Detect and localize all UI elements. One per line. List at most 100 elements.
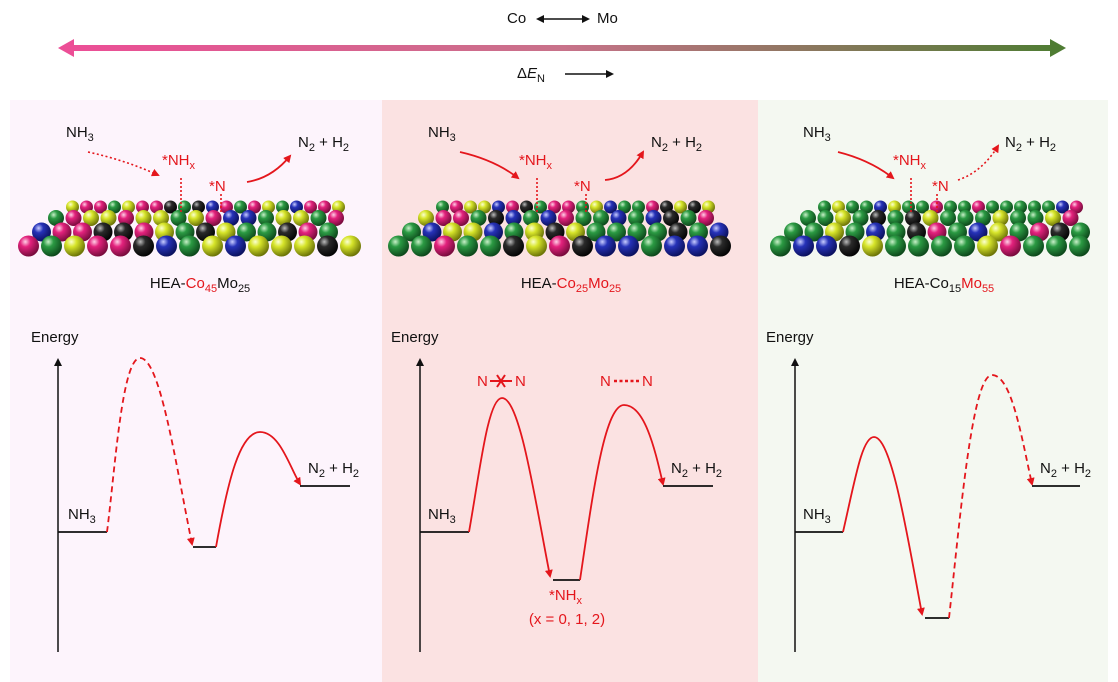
atom-green <box>593 210 609 226</box>
atom-magenta <box>304 200 317 214</box>
atom-magenta <box>110 235 131 257</box>
atom-green <box>958 200 971 214</box>
atom-blue <box>816 235 837 257</box>
atom-yellow <box>135 210 152 226</box>
atom-yellow <box>418 210 434 226</box>
nh3-level-label-1: NH3 <box>68 506 96 526</box>
atom-green <box>402 222 421 242</box>
atom-magenta <box>548 200 561 214</box>
delta-e-n-label: ΔEN <box>517 65 545 85</box>
delta-sub: N <box>537 73 545 85</box>
x-values-note: (x = 0, 1, 2) <box>528 611 606 628</box>
atom-green <box>523 210 539 226</box>
atom-magenta <box>453 210 469 226</box>
atom-yellow <box>1045 210 1061 226</box>
atom-magenta <box>136 200 149 214</box>
atom-green <box>436 200 449 214</box>
atom-magenta <box>1070 200 1083 214</box>
atom-blue <box>595 235 616 257</box>
atom-blue <box>604 200 617 214</box>
atom-green <box>800 210 816 226</box>
atom-blue <box>156 235 177 257</box>
nhx-label-1: *NHx <box>162 152 196 172</box>
atom-green <box>887 210 904 226</box>
atom-yellow <box>248 235 269 257</box>
panel-bg-co25mo25 <box>382 100 758 682</box>
atom-yellow <box>202 235 223 257</box>
atom-blue <box>645 210 662 226</box>
atom-green <box>388 235 409 257</box>
atom-green <box>975 210 991 226</box>
atom-magenta <box>205 210 222 226</box>
atom-blue <box>240 210 257 226</box>
atom-green <box>258 210 274 226</box>
atom-magenta <box>118 210 134 226</box>
atom-black <box>710 235 731 257</box>
atom-green <box>575 210 592 226</box>
atom-yellow <box>340 235 361 257</box>
barrier-3a <box>842 436 925 616</box>
atom-magenta <box>506 200 519 214</box>
n2-h2-level-label-3: N2 + H2 <box>1040 460 1092 480</box>
n-ads-label-1: *N <box>209 178 226 195</box>
barrier-1b <box>215 431 302 548</box>
atom-green <box>641 235 662 257</box>
nh3-adsorption-arrow-1 <box>87 151 160 177</box>
atom-green <box>860 200 873 214</box>
atom-green <box>770 235 791 257</box>
atom-green <box>170 210 187 226</box>
atom-black <box>839 235 860 257</box>
atom-blue <box>1056 200 1069 214</box>
atom-green <box>237 222 256 242</box>
atom-yellow <box>153 210 169 226</box>
atom-green <box>940 210 956 226</box>
hea-surface-co25mo25 <box>388 200 731 257</box>
atom-magenta <box>434 235 455 257</box>
atom-yellow <box>464 200 477 214</box>
n2-desorption-arrow-1 <box>246 154 292 183</box>
atom-magenta <box>318 200 331 214</box>
energy-diagram-co45mo25 <box>54 357 350 652</box>
atom-green <box>954 235 975 257</box>
atom-green <box>618 200 631 214</box>
atom-green <box>1046 235 1067 257</box>
atom-green <box>852 210 869 226</box>
atom-yellow <box>526 235 547 257</box>
n2-h2-level-label-1: N2 + H2 <box>308 460 360 480</box>
n2-desorption-arrow-3 <box>957 144 1000 181</box>
atom-black <box>572 235 593 257</box>
atom-blue <box>223 210 239 226</box>
atom-black <box>905 210 921 226</box>
atom-green <box>108 200 121 214</box>
nhx-label-3: *NHx <box>893 152 927 172</box>
atom-black <box>488 210 504 226</box>
delta-var: E <box>527 65 538 82</box>
nh3-level-label-2: NH3 <box>428 506 456 526</box>
atom-black <box>164 200 177 214</box>
atom-green <box>784 222 803 242</box>
n2-broken-right-label: N <box>515 373 526 390</box>
atom-green <box>817 210 834 226</box>
atom-green <box>1028 200 1041 214</box>
atom-blue <box>664 235 685 257</box>
atom-magenta <box>18 235 39 257</box>
hea-surface-co45mo25 <box>18 200 361 257</box>
atom-black <box>870 210 886 226</box>
atom-green <box>1069 235 1090 257</box>
atom-green <box>931 235 952 257</box>
atom-green <box>470 210 487 226</box>
atom-blue <box>793 235 814 257</box>
atom-yellow <box>977 235 998 257</box>
atom-green <box>916 200 929 214</box>
co-mo-gradient-arrow <box>58 39 1066 57</box>
atom-yellow <box>294 235 315 257</box>
atom-yellow <box>188 210 204 226</box>
atom-black <box>503 235 524 257</box>
atom-magenta <box>1062 210 1079 226</box>
atom-black <box>688 200 701 214</box>
nh3-label-2: NH3 <box>428 124 456 144</box>
bond-cross-2 <box>496 374 506 388</box>
n2-desorption-arrow-2 <box>604 150 644 181</box>
atom-yellow <box>100 210 117 226</box>
